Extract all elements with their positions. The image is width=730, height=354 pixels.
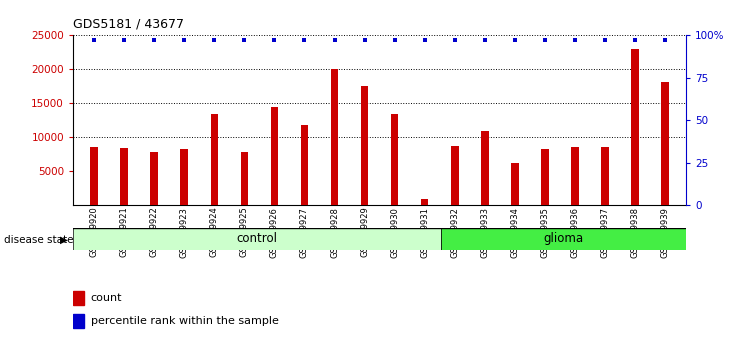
Point — [599, 38, 611, 43]
Bar — [241, 152, 248, 205]
Point — [88, 38, 100, 43]
Text: glioma: glioma — [544, 233, 583, 245]
Point — [509, 38, 520, 43]
Bar — [602, 147, 609, 205]
Bar — [271, 107, 278, 205]
Bar — [301, 125, 308, 205]
Text: ▶: ▶ — [60, 235, 68, 245]
Bar — [180, 149, 188, 205]
Bar — [391, 114, 399, 205]
Bar — [91, 147, 98, 205]
Text: GDS5181 / 43677: GDS5181 / 43677 — [73, 18, 184, 31]
Point — [209, 38, 220, 43]
Bar — [421, 199, 429, 205]
Bar — [661, 82, 669, 205]
Point — [178, 38, 190, 43]
Text: percentile rank within the sample: percentile rank within the sample — [91, 316, 278, 326]
Bar — [451, 145, 458, 205]
Point — [539, 38, 550, 43]
Point — [419, 38, 431, 43]
Bar — [210, 114, 218, 205]
Bar — [73, 291, 84, 305]
Point — [659, 38, 671, 43]
Bar — [120, 148, 128, 205]
Point — [629, 38, 641, 43]
Bar — [73, 228, 441, 250]
Point — [269, 38, 280, 43]
Point — [148, 38, 160, 43]
Bar — [361, 86, 369, 205]
Bar — [150, 152, 158, 205]
Bar — [572, 147, 579, 205]
Text: control: control — [237, 233, 277, 245]
Bar — [331, 69, 338, 205]
Bar — [441, 228, 686, 250]
Bar — [73, 314, 84, 328]
Text: disease state: disease state — [4, 235, 73, 245]
Text: count: count — [91, 293, 122, 303]
Point — [479, 38, 491, 43]
Bar — [631, 49, 639, 205]
Bar — [541, 149, 549, 205]
Point — [299, 38, 310, 43]
Point — [118, 38, 130, 43]
Point — [449, 38, 461, 43]
Point — [358, 38, 370, 43]
Bar — [481, 131, 488, 205]
Point — [389, 38, 401, 43]
Point — [569, 38, 581, 43]
Bar — [511, 163, 518, 205]
Point — [328, 38, 340, 43]
Point — [239, 38, 250, 43]
